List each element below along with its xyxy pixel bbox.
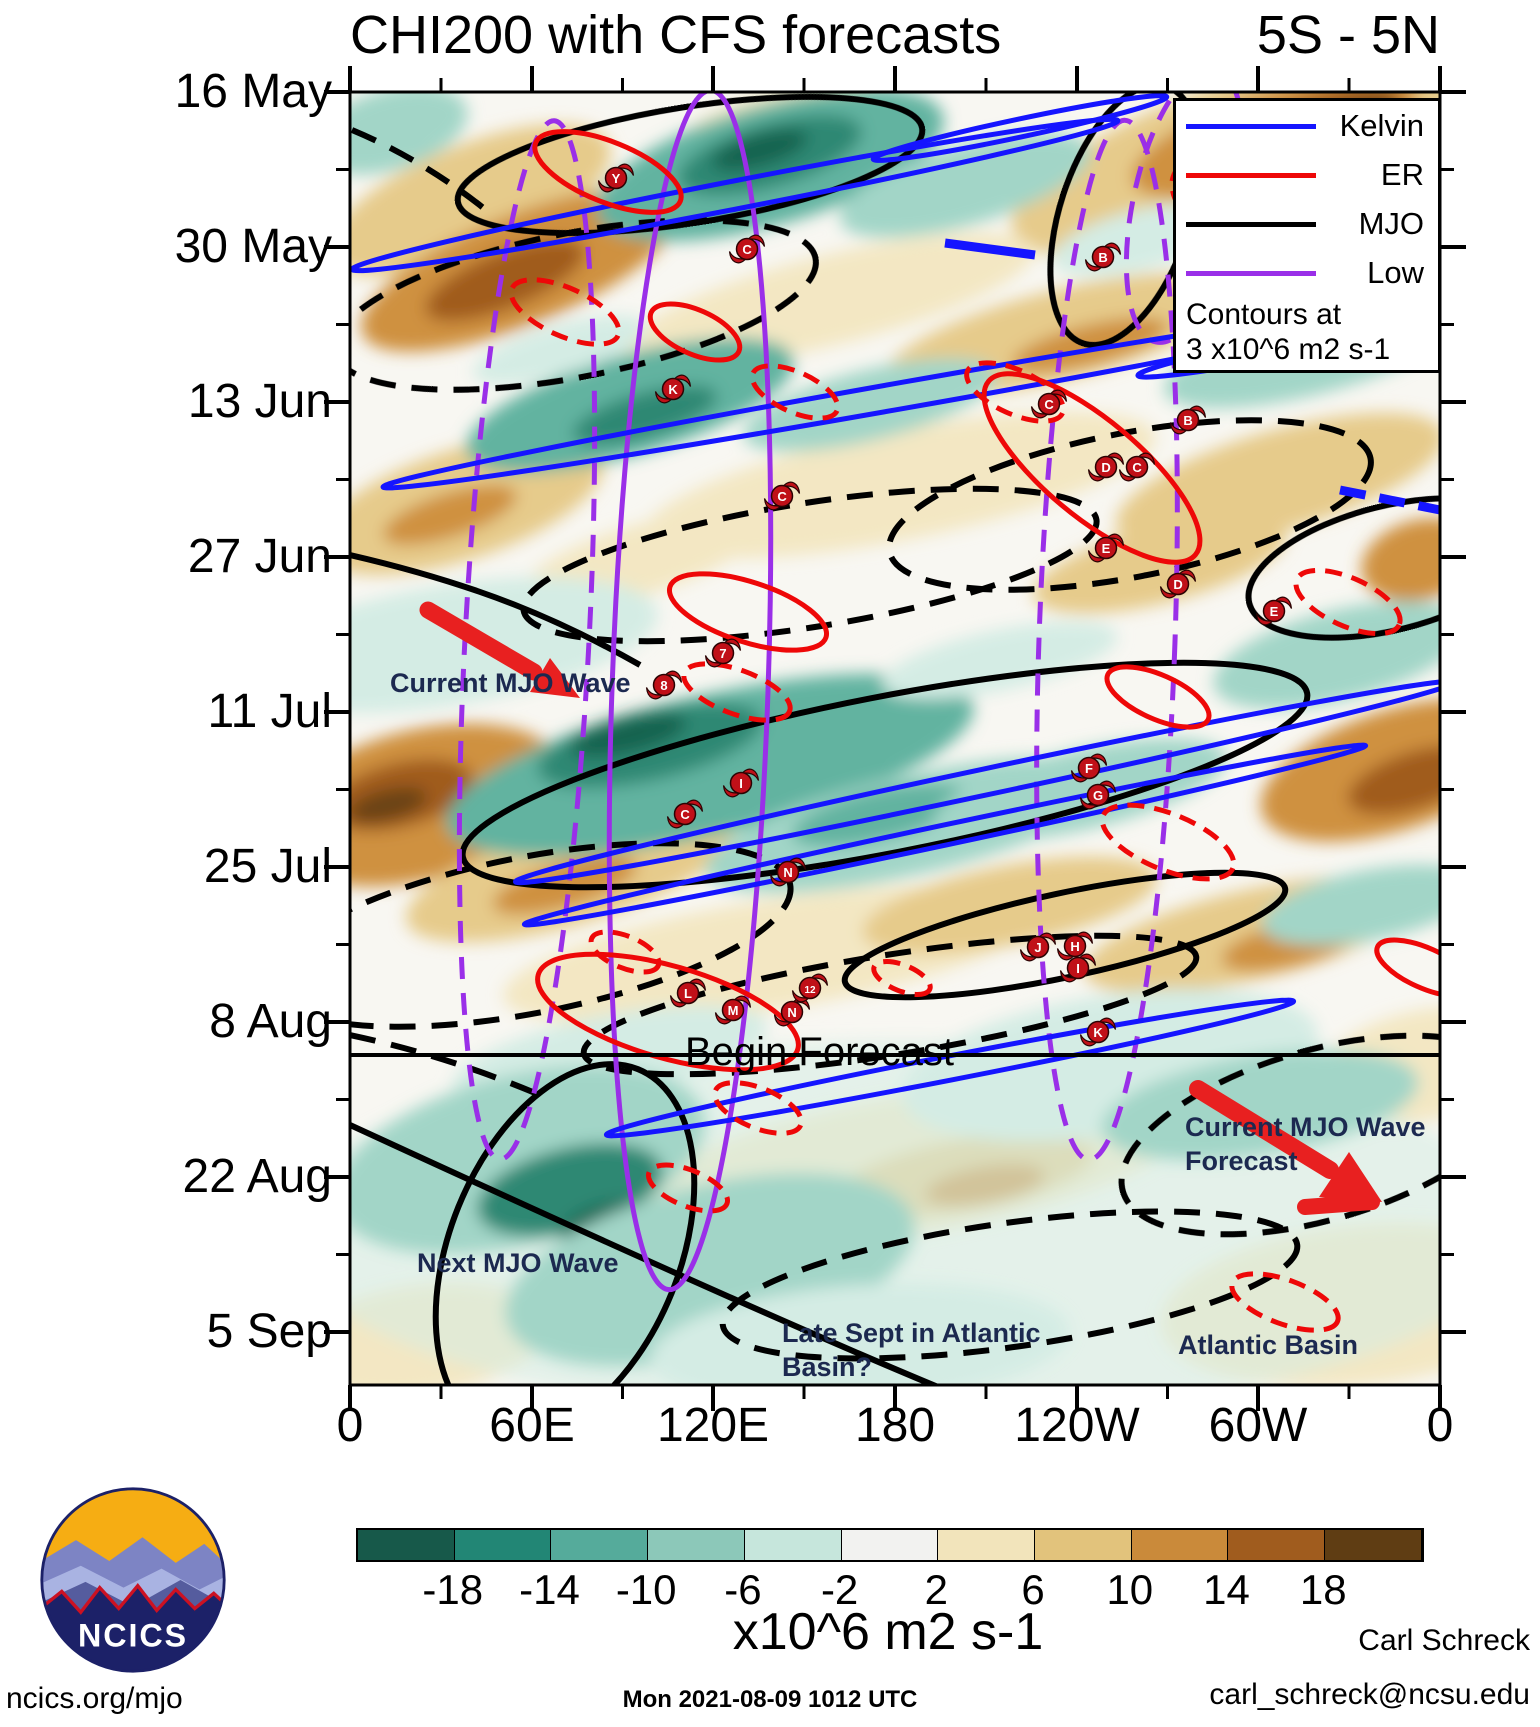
- colorbar-tick-label: -2: [820, 1566, 859, 1613]
- annotation-atlantic-basin: Atlantic Basin: [1178, 1330, 1359, 1360]
- y-axis-label: 25 Jul: [203, 840, 332, 893]
- tropical-cyclone-label: C: [777, 489, 787, 504]
- tropical-cyclone-label: Y: [612, 171, 621, 186]
- tropical-cyclone-label: D: [1101, 460, 1110, 475]
- legend-line-sample-icon: [1186, 123, 1316, 129]
- tropical-cyclone-label: M: [728, 1003, 739, 1018]
- colorbar-tick-label: 2: [924, 1566, 949, 1613]
- ncics-logo-text: NCICS: [78, 1618, 188, 1654]
- tropical-cyclone-label: 12: [804, 985, 816, 996]
- colorbar-unit-label: x10^6 m2 s-1: [732, 1603, 1044, 1661]
- colorbar-cell: [1228, 1530, 1326, 1560]
- y-axis-label: 11 Jul: [207, 685, 332, 738]
- tropical-cyclone-label: N: [783, 865, 792, 880]
- annotation-late-sept-line2: Basin?: [782, 1352, 873, 1382]
- x-axis-label: 60W: [1208, 1399, 1308, 1452]
- tropical-cyclone-label: 8: [660, 678, 667, 693]
- colorbar-tick-label: -18: [422, 1566, 484, 1613]
- tropical-cyclone-label: D: [1173, 577, 1182, 592]
- footer-site-link[interactable]: ncics.org/mjo: [6, 1682, 183, 1715]
- contour-note-line1: Contours at: [1186, 298, 1342, 331]
- colorbar-tick-label: 6: [1021, 1566, 1045, 1613]
- y-axis-label: 22 Aug: [182, 1150, 332, 1203]
- tropical-cyclone-label: 7: [719, 646, 726, 661]
- footer-author: Carl Schreck: [1358, 1624, 1530, 1657]
- y-axis-label: 13 Jun: [187, 375, 332, 428]
- tropical-cyclone-label: H: [1070, 939, 1079, 954]
- colorbar-tick-label: -10: [615, 1566, 677, 1613]
- tropical-cyclone-label: I: [1076, 961, 1080, 976]
- legend-entry-label: ER: [1380, 157, 1424, 192]
- legend-entry: Low: [1176, 249, 1438, 297]
- colorbar-cell: [938, 1530, 1036, 1560]
- y-axis-label: 27 Jun: [187, 530, 332, 583]
- y-axis-label: 16 May: [174, 65, 332, 118]
- colorbar-cell: [1035, 1530, 1132, 1560]
- tropical-cyclone-label: C: [680, 807, 690, 822]
- colorbar-tick-label: 18: [1299, 1566, 1347, 1613]
- tropical-cyclone-label: K: [668, 382, 678, 397]
- y-axis-label: 30 May: [174, 220, 332, 273]
- tropical-cyclone-label: L: [684, 986, 692, 1001]
- colorbar: [356, 1528, 1424, 1562]
- tropical-cyclone-label: N: [787, 1005, 796, 1020]
- latitude-band-label: 5S - 5N: [1256, 5, 1440, 65]
- tropical-cyclone-label: I: [739, 776, 743, 791]
- colorbar-cell: [648, 1530, 745, 1560]
- colorbar-cell: [1325, 1530, 1422, 1560]
- tropical-cyclone-label: J: [1034, 940, 1041, 955]
- footer-email[interactable]: carl_schreck@ncsu.edu: [1209, 1678, 1530, 1711]
- y-axis-label: 5 Sep: [206, 1305, 332, 1358]
- colorbar-cell: [358, 1530, 455, 1560]
- annotation-forecast-line2: Forecast: [1185, 1146, 1298, 1176]
- colorbar-tick-label: -14: [519, 1566, 580, 1613]
- x-axis-label: 0: [1426, 1399, 1454, 1452]
- tropical-cyclone-label: E: [1102, 541, 1111, 556]
- annotation-late-sept-line1: Late Sept in Atlantic: [782, 1318, 1041, 1348]
- legend-entry: MJO: [1176, 200, 1438, 248]
- tropical-cyclone-label: G: [1093, 788, 1103, 803]
- legend-line-sample-icon: [1186, 221, 1316, 227]
- x-axis-label: 120E: [656, 1399, 770, 1452]
- annotation-current-mjo-wave: Current MJO Wave: [390, 668, 631, 698]
- legend-line-sample-icon: [1186, 172, 1316, 178]
- y-axis-label: 8 Aug: [209, 995, 332, 1048]
- tropical-cyclone-label: C: [1044, 397, 1054, 412]
- legend-entry-label: Low: [1367, 255, 1424, 290]
- colorbar-cell: [551, 1530, 649, 1560]
- legend-box: Kelvin ER MJO Low Contours at 3 x10^6 m2 s-…: [1173, 98, 1441, 373]
- footer-timestamp: Mon 2021-08-09 1012 UTC: [622, 1686, 918, 1713]
- tropical-cyclone-label: K: [1093, 1025, 1103, 1040]
- colorbar-cell: [454, 1530, 552, 1560]
- annotation-forecast-line1: Current MJO Wave: [1185, 1112, 1426, 1142]
- tropical-cyclone-label: B: [1183, 413, 1192, 428]
- x-axis-label: 120W: [1014, 1399, 1140, 1452]
- colorbar-cell: [744, 1530, 842, 1560]
- legend-entry-label: MJO: [1358, 206, 1424, 241]
- tropical-cyclone-label: F: [1085, 761, 1093, 776]
- annotation-next-mjo-wave: Next MJO Wave: [417, 1248, 619, 1278]
- title-bar: CHI200 with CFS forecasts 5S - 5N: [350, 4, 1440, 66]
- ncics-logo: NCICS: [40, 1487, 226, 1673]
- tropical-cyclone-label: E: [1270, 604, 1279, 619]
- colorbar-cell: [1131, 1530, 1229, 1560]
- x-axis-label: 60E: [489, 1399, 575, 1452]
- colorbar-tick-label: 14: [1203, 1566, 1250, 1613]
- legend-entry-label: Kelvin: [1339, 108, 1424, 143]
- tropical-cyclone-label: C: [742, 242, 752, 257]
- colorbar-cell: [841, 1530, 939, 1560]
- annotation-begin-forecast: Begin Forecast: [685, 1030, 955, 1074]
- x-axis-label: 180: [854, 1399, 936, 1452]
- contour-note-line2: 3 x10^6 m2 s-1: [1186, 333, 1391, 366]
- legend-line-sample-icon: [1186, 270, 1316, 276]
- tropical-cyclone-label: B: [1098, 250, 1107, 265]
- colorbar-tick-label: -6: [724, 1566, 762, 1613]
- legend-entry: ER: [1176, 151, 1438, 199]
- colorbar-tick-label: 10: [1106, 1566, 1154, 1613]
- page-title: CHI200 with CFS forecasts: [350, 5, 1002, 65]
- tropical-cyclone-label: C: [1132, 460, 1142, 475]
- x-axis-label: 0: [336, 1399, 364, 1452]
- legend-entry: Kelvin: [1176, 102, 1438, 150]
